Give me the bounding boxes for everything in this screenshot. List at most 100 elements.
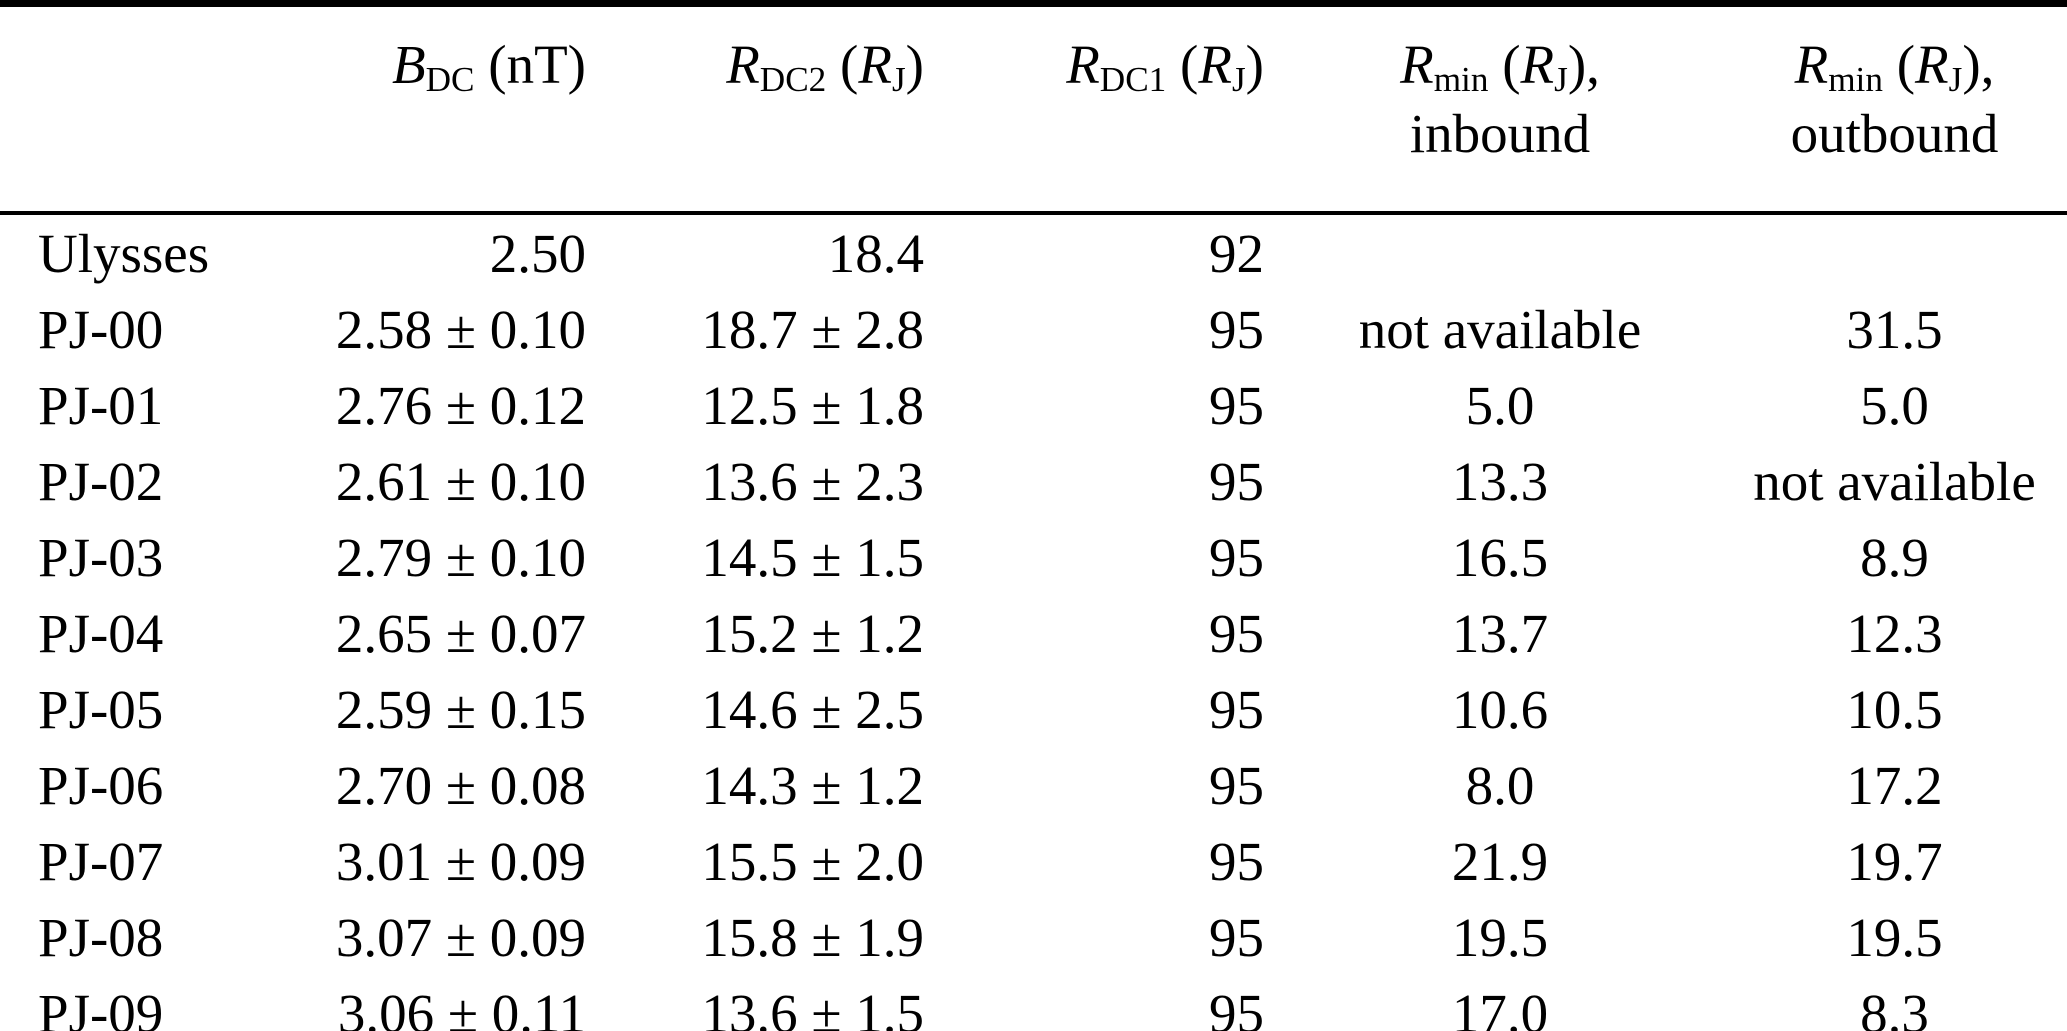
rmin-outbound-subscript: min <box>1828 60 1883 100</box>
table-row: PJ-09 3.06 ± 0.11 13.6 ± 1.5 95 17.0 8.3 <box>0 975 2067 1031</box>
bdc-value-cell: 3.01 ± 0.09 <box>335 830 586 892</box>
rdc2-value-cell: 12.5 ± 1.8 <box>701 374 924 436</box>
rmin-inbound-value-cell: 21.9 <box>1451 830 1549 892</box>
table-header: BDC (nT) RDC2 (RJ) RDC1 (RJ) Rmin (RJ), <box>0 4 2067 214</box>
col-header-label <box>0 4 300 214</box>
row-label-cell: PJ-05 <box>38 678 164 740</box>
rmin-inbound-open-paren: ( <box>1502 34 1521 95</box>
rdc2-symbol: R <box>726 34 760 95</box>
rdc1-value-cell: 95 <box>1209 830 1264 892</box>
row-label-cell: PJ-08 <box>38 906 164 968</box>
rmin-inbound-subscript: min <box>1433 60 1489 100</box>
bdc-value-cell: 2.61 ± 0.10 <box>335 450 586 512</box>
col-header-rdc2: RDC2 (RJ) <box>600 4 938 214</box>
rmin-inbound-value-cell <box>1278 213 1722 291</box>
col-header-bdc: BDC (nT) <box>300 4 600 214</box>
rdc2-unit-symbol: R <box>858 34 892 95</box>
table-row: PJ-06 2.70 ± 0.08 14.3 ± 1.2 95 8.0 17.2 <box>0 747 2067 823</box>
bdc-value-cell: 2.76 ± 0.12 <box>335 374 586 436</box>
bdc-value-cell: 2.70 ± 0.08 <box>335 754 586 816</box>
bdc-symbol: B <box>392 34 426 95</box>
rdc1-close-paren: ) <box>1245 34 1264 95</box>
rdc1-value-cell: 95 <box>1209 450 1264 512</box>
bdc-unit: (nT) <box>488 34 586 95</box>
rdc1-value-cell: 95 <box>1209 906 1264 968</box>
table-body: Ulysses 2.50 18.4 92 PJ-00 2.58 ± 0.10 1… <box>0 213 2067 1031</box>
rmin-outbound-close-paren: ), <box>1962 34 1995 95</box>
rdc1-subscript: DC1 <box>1099 60 1167 100</box>
rmin-outbound-value-cell <box>1722 213 2067 291</box>
col-header-rdc1: RDC1 (RJ) <box>938 4 1278 214</box>
rmin-outbound-unit-subscript: J <box>1948 60 1963 100</box>
rmin-outbound-value-cell: 17.2 <box>1846 754 1943 816</box>
rdc1-value-cell: 95 <box>1209 982 1264 1031</box>
row-label-cell: PJ-09 <box>38 982 164 1031</box>
rdc2-value-cell: 18.7 ± 2.8 <box>701 298 924 360</box>
rdc2-subscript: DC2 <box>759 60 827 100</box>
rmin-outbound-value-cell: 19.5 <box>1846 906 1943 968</box>
rmin-outbound-value-cell: 10.5 <box>1846 678 1943 740</box>
rdc1-value-cell: 95 <box>1209 754 1264 816</box>
rmin-inbound-unit-symbol: R <box>1520 34 1555 95</box>
rmin-inbound-value-cell: 19.5 <box>1451 906 1549 968</box>
table-row: PJ-08 3.07 ± 0.09 15.8 ± 1.9 95 19.5 19.… <box>0 899 2067 975</box>
rmin-outbound-value-cell: 8.3 <box>1860 982 1929 1031</box>
rdc2-value-cell: 15.2 ± 1.2 <box>701 602 924 664</box>
bdc-value-cell: 2.50 <box>489 222 586 284</box>
row-label-cell: PJ-04 <box>38 602 164 664</box>
bdc-value-cell: 3.07 ± 0.09 <box>335 906 586 968</box>
row-label-cell: PJ-07 <box>38 830 164 892</box>
col-header-rmin-outbound: Rmin (RJ), outbound <box>1722 4 2067 214</box>
table-row: PJ-02 2.61 ± 0.10 13.6 ± 2.3 95 13.3 not… <box>0 443 2067 519</box>
table-row: PJ-05 2.59 ± 0.15 14.6 ± 2.5 95 10.6 10.… <box>0 671 2067 747</box>
rmin-outbound-unit-symbol: R <box>1915 34 1949 95</box>
rdc1-value-cell: 95 <box>1209 298 1264 360</box>
bdc-value-cell: 3.06 ± 0.11 <box>337 982 586 1031</box>
bdc-value-cell: 2.65 ± 0.07 <box>335 602 586 664</box>
rmin-outbound-value-cell: 5.0 <box>1860 374 1929 436</box>
rdc2-unit-subscript: J <box>891 60 906 100</box>
rdc1-value-cell: 95 <box>1209 374 1264 436</box>
rmin-outbound-open-paren: ( <box>1896 34 1916 95</box>
row-label-cell: PJ-01 <box>38 374 164 436</box>
rmin-inbound-value-cell: 13.7 <box>1451 602 1549 664</box>
rdc2-value-cell: 15.5 ± 2.0 <box>701 830 924 892</box>
bdc-value-cell: 2.58 ± 0.10 <box>335 298 586 360</box>
bdc-value-cell: 2.79 ± 0.10 <box>335 526 586 588</box>
rdc1-value-cell: 95 <box>1209 678 1264 740</box>
rmin-outbound-value-cell: 12.3 <box>1846 602 1943 664</box>
col-header-rmin-inbound: Rmin (RJ), inbound <box>1278 4 1722 214</box>
table-row: PJ-01 2.76 ± 0.12 12.5 ± 1.8 95 5.0 5.0 <box>0 367 2067 443</box>
rmin-inbound-line2: inbound <box>1409 103 1591 164</box>
rdc1-value-cell: 92 <box>1209 222 1264 284</box>
rmin-inbound-value-cell: 13.3 <box>1451 450 1549 512</box>
rdc1-unit-symbol: R <box>1198 34 1232 95</box>
row-label-cell: PJ-02 <box>38 450 164 512</box>
rmin-outbound-value-cell: 31.5 <box>1846 298 1943 360</box>
row-label-cell: PJ-03 <box>38 526 164 588</box>
rmin-inbound-value-cell: 8.0 <box>1465 754 1535 816</box>
rmin-inbound-symbol: R <box>1400 34 1434 95</box>
rmin-inbound-close-paren: ), <box>1567 34 1600 95</box>
rdc2-value-cell: 13.6 ± 1.5 <box>701 982 924 1031</box>
rdc2-close-paren: ) <box>905 34 924 95</box>
rmin-inbound-value-cell: 17.0 <box>1451 982 1549 1031</box>
rdc2-open-paren: ( <box>840 34 859 95</box>
table-row: Ulysses 2.50 18.4 92 <box>0 213 2067 291</box>
rdc1-symbol: R <box>1066 34 1100 95</box>
rmin-outbound-line2: outbound <box>1790 103 1999 164</box>
row-label-cell: PJ-00 <box>38 298 164 360</box>
rmin-inbound-value-cell: 16.5 <box>1451 526 1549 588</box>
table-row: PJ-04 2.65 ± 0.07 15.2 ± 1.2 95 13.7 12.… <box>0 595 2067 671</box>
rdc2-value-cell: 14.6 ± 2.5 <box>701 678 924 740</box>
row-label-cell: Ulysses <box>38 222 210 284</box>
rmin-inbound-line1: Rmin (RJ), <box>1278 34 1722 98</box>
rmin-inbound-value-cell: 5.0 <box>1465 374 1535 436</box>
bdc-value-cell: 2.59 ± 0.15 <box>335 678 586 740</box>
rdc1-value-cell: 95 <box>1209 602 1264 664</box>
row-label-cell: PJ-06 <box>38 754 164 816</box>
rmin-outbound-value-cell: 8.9 <box>1860 526 1929 588</box>
rdc1-value-cell: 95 <box>1209 526 1264 588</box>
